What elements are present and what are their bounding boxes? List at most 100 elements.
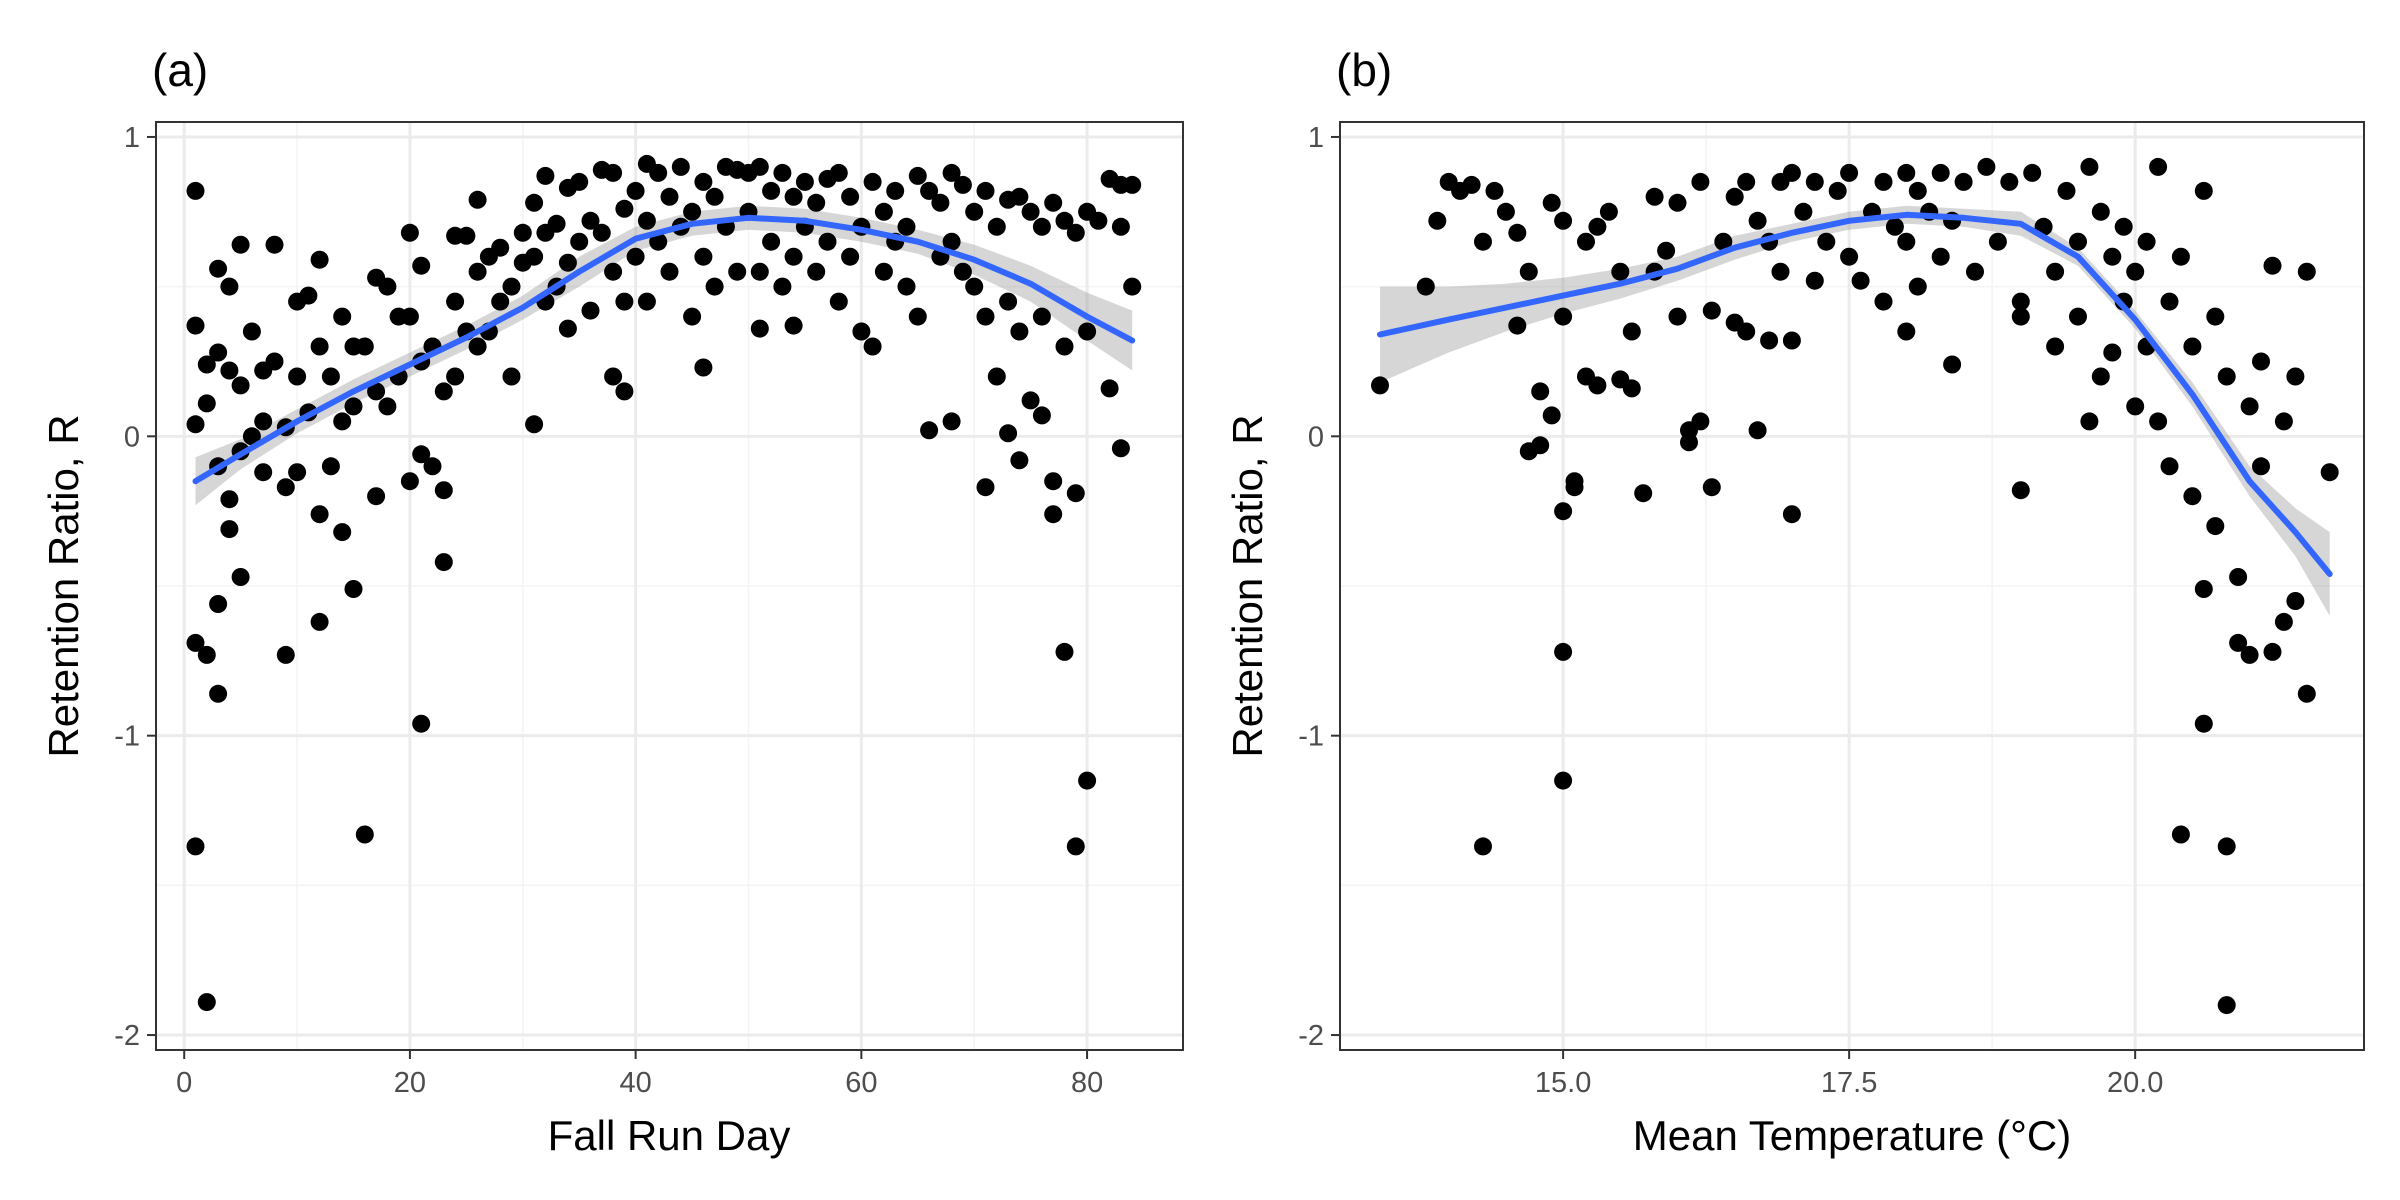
data-point [2171, 825, 2190, 844]
data-point [2194, 714, 2213, 733]
data-point [1611, 262, 1630, 281]
data-point [1977, 157, 1996, 176]
data-point [1474, 232, 1492, 251]
data-point [265, 235, 284, 254]
data-point [1565, 478, 1584, 497]
data-point [1622, 322, 1641, 341]
data-point [1032, 406, 1051, 425]
data-point [795, 172, 814, 191]
data-point [784, 187, 803, 206]
data-point [908, 166, 927, 185]
data-point [1897, 232, 1916, 251]
data-point [604, 262, 623, 281]
data-point [502, 367, 521, 386]
data-point [310, 612, 329, 631]
data-point [1010, 187, 1029, 206]
data-point [1010, 322, 1029, 341]
data-point [2011, 292, 2030, 311]
data-point [299, 286, 318, 305]
y-tick-label: -2 [1298, 1020, 1324, 1052]
data-point [209, 595, 228, 613]
panel-b-points [1371, 157, 2339, 1015]
data-point [1782, 163, 1801, 182]
data-point [1032, 217, 1051, 236]
data-point [1897, 163, 1916, 182]
data-point [434, 481, 453, 500]
data-point [1931, 247, 1950, 266]
data-point [355, 825, 374, 844]
data-point [2183, 337, 2202, 356]
x-tick-label: 40 [620, 1067, 652, 1099]
data-point [1542, 406, 1561, 425]
data-point [570, 232, 589, 251]
data-point [1554, 211, 1573, 230]
data-point [1657, 241, 1676, 260]
data-point [220, 490, 239, 509]
data-point [1874, 172, 1893, 191]
x-tick-label: 20.0 [2107, 1067, 2163, 1099]
x-tick-label: 80 [1071, 1067, 1103, 1099]
data-point [784, 316, 803, 335]
data-point [446, 367, 465, 386]
data-point [1805, 271, 1824, 290]
x-tick-label: 15.0 [1535, 1067, 1591, 1099]
data-point [558, 319, 577, 338]
data-point [1771, 262, 1790, 281]
data-point [197, 993, 216, 1012]
data-point [1554, 307, 1573, 326]
data-point [965, 277, 984, 296]
data-point [265, 352, 284, 371]
data-point [378, 277, 397, 296]
panel-a: (a) 0 20 40 60 80 -2 -1 0 1 Fall Run Day Retent… [40, 44, 1184, 1159]
data-point [863, 337, 882, 356]
data-point [1055, 337, 1074, 356]
data-point [976, 307, 995, 326]
data-point [1645, 187, 1664, 206]
data-point [558, 253, 577, 272]
data-point [220, 277, 239, 296]
data-point [2149, 412, 2168, 431]
data-point [2240, 397, 2259, 416]
panel-a-y-axis-title: Retention Ratio, R [40, 414, 87, 757]
data-point [310, 250, 329, 269]
panel-a-label: (a) [152, 44, 208, 96]
loess-fit-line [1377, 211, 2333, 577]
data-point [220, 361, 239, 380]
data-point [1588, 217, 1607, 236]
data-point [773, 163, 792, 182]
data-point [1908, 277, 1927, 296]
y-tick-label: 0 [1308, 421, 1324, 453]
data-point [1123, 175, 1142, 194]
data-point [1542, 193, 1561, 212]
data-point [976, 181, 995, 200]
data-point [2286, 367, 2305, 386]
data-point [2057, 181, 2076, 200]
panel-b-y-axis-title: Retention Ratio, R [1224, 414, 1271, 757]
panel-a-gridlines [156, 122, 1183, 1050]
data-point [1078, 771, 1097, 790]
data-point [1691, 172, 1710, 191]
data-point [310, 337, 329, 356]
data-point [2217, 367, 2236, 386]
data-point [1531, 436, 1550, 455]
data-point [2194, 181, 2213, 200]
data-point [581, 211, 600, 230]
data-point [344, 580, 363, 598]
data-point [604, 163, 623, 182]
data-point [2069, 232, 2087, 251]
data-point [1078, 322, 1097, 341]
data-point [2046, 337, 2065, 356]
data-point [288, 463, 307, 482]
data-point [525, 247, 544, 266]
data-point [694, 358, 713, 377]
data-point [2286, 592, 2305, 610]
data-point [762, 181, 781, 200]
data-point [2229, 633, 2248, 652]
data-point [942, 232, 961, 251]
data-point [615, 382, 634, 401]
panel-b-y-ticks: -2 -1 0 1 [1298, 122, 1340, 1052]
data-point [1021, 202, 1040, 221]
data-point [1428, 211, 1447, 230]
data-point [863, 172, 882, 191]
data-point [1531, 382, 1550, 401]
